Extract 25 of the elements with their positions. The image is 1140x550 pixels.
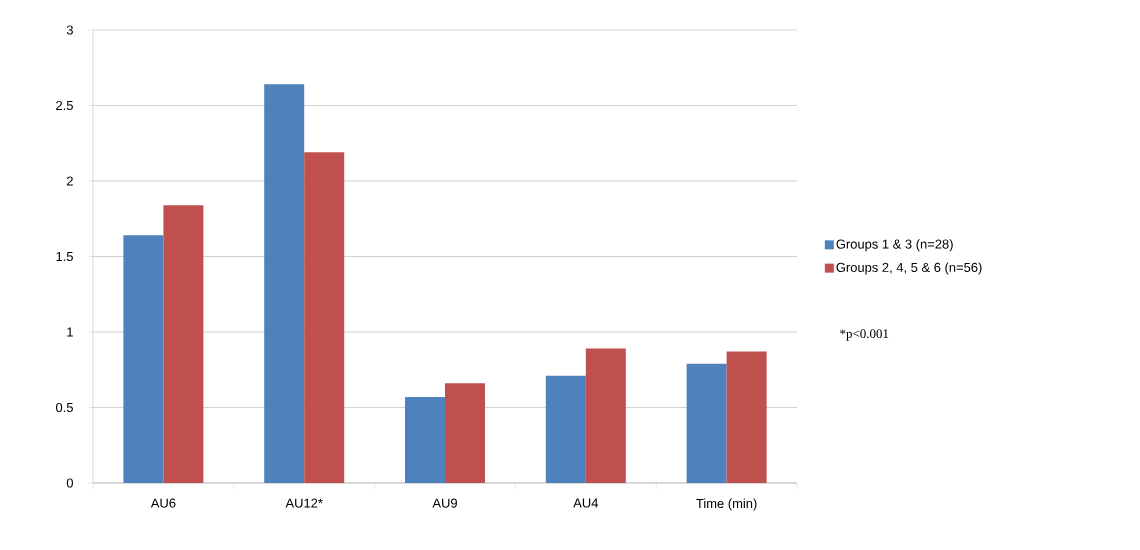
bar [585,348,626,483]
bar [123,235,164,483]
bar [264,84,305,483]
x-tick-label: AU4 [573,498,599,508]
y-tick-label: 1 [67,327,73,337]
bar [304,152,345,483]
bar [686,363,727,483]
bar [445,383,486,483]
y-tick-label: 1.5 [56,251,73,261]
y-tick-label: 0.5 [55,402,73,413]
text: *p<0.001 [840,329,889,341]
y-tick-label: 2 [66,176,73,186]
x-tick-label: AU6 [150,498,176,508]
legend-label: Groups 2, 4, 5 & 6 (n=56) [836,262,982,275]
x-tick-label: Time (min) [696,498,757,511]
x-tick-label: AU12* [285,498,323,508]
y-tick-label: 2.5 [56,100,73,111]
y-tick-label: 3 [66,25,73,35]
bar [726,351,767,483]
bar [545,375,586,483]
bar [163,205,204,483]
legend-label: Groups 1 & 3 (n=28) [836,239,953,252]
x-tick-label: AU9 [432,498,457,508]
bar [405,396,446,483]
y-tick-label: 0 [66,478,73,488]
